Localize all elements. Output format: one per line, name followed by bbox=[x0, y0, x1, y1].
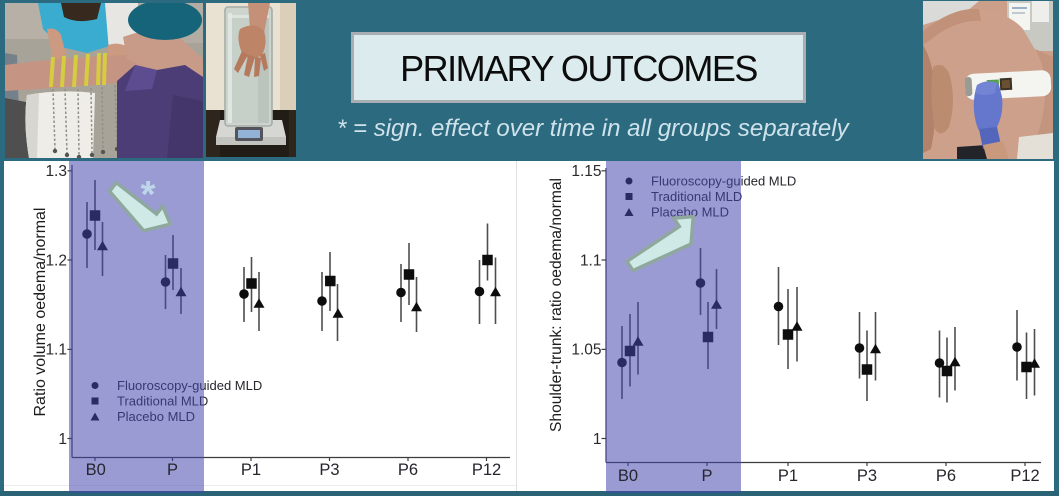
svg-text:*: * bbox=[141, 174, 156, 216]
svg-text:B0: B0 bbox=[86, 461, 106, 479]
svg-text:P6: P6 bbox=[398, 461, 418, 479]
svg-text:1: 1 bbox=[593, 431, 602, 448]
svg-text:1.2: 1.2 bbox=[45, 252, 67, 269]
svg-text:P1: P1 bbox=[778, 467, 798, 485]
svg-text:1.05: 1.05 bbox=[571, 342, 601, 359]
svg-text:P3: P3 bbox=[857, 467, 877, 485]
svg-text:1: 1 bbox=[58, 431, 67, 448]
svg-text:P1: P1 bbox=[241, 461, 261, 479]
svg-text:1.15: 1.15 bbox=[571, 163, 601, 180]
svg-text:P6: P6 bbox=[936, 467, 956, 485]
svg-text:B0: B0 bbox=[618, 467, 638, 485]
svg-text:P3: P3 bbox=[319, 461, 339, 479]
svg-text:P12: P12 bbox=[472, 461, 501, 479]
svg-text:P12: P12 bbox=[1010, 467, 1039, 485]
svg-text:Shoulder-trunk: ratio oedema/n: Shoulder-trunk: ratio oedema/normal bbox=[548, 178, 565, 432]
svg-text:1.1: 1.1 bbox=[580, 252, 602, 269]
svg-text:1.3: 1.3 bbox=[45, 163, 67, 180]
svg-text:P: P bbox=[701, 467, 712, 485]
svg-text:P: P bbox=[167, 461, 178, 479]
svg-text:1.1: 1.1 bbox=[45, 342, 67, 359]
svg-text:Ratio volume oedema/normal: Ratio volume oedema/normal bbox=[32, 208, 49, 417]
